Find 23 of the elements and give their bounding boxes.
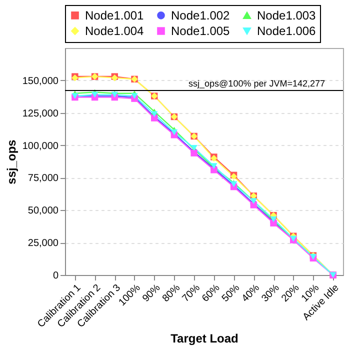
x-tick-label: 40%	[240, 282, 262, 304]
y-tick-label: 150,000	[22, 76, 59, 87]
legend-label: Node1.005	[171, 24, 230, 38]
x-tick-label: 30%	[260, 282, 282, 304]
x-axis-title: Target Load	[170, 331, 238, 346]
y-tick-label: 100,000	[22, 140, 59, 152]
x-tick-label: 90%	[140, 282, 163, 304]
legend-label: Node1.002	[171, 8, 230, 22]
legend-label: Node1.004	[85, 24, 144, 38]
y-tick-label: 50,000	[28, 206, 59, 217]
x-tick-label: 50%	[220, 282, 242, 304]
y-tick-label: 125,000	[22, 108, 59, 120]
legend-label: Node1.006	[257, 24, 316, 38]
legend-label: Node1.003	[257, 8, 316, 22]
y-tick-label: 0	[52, 270, 59, 282]
y-tick-label: 75,000	[28, 173, 59, 184]
legend-label: Node1.001	[85, 8, 144, 22]
ref-line-label: ssj_ops@100% per JVM=142,277	[188, 78, 325, 88]
x-tick-label: 60%	[200, 282, 222, 304]
x-tick-label: 80%	[160, 282, 183, 304]
y-axis-title: ssj_ops	[4, 139, 18, 184]
y-tick-label: 25,000	[28, 238, 59, 250]
x-tick-label: 70%	[180, 282, 202, 304]
